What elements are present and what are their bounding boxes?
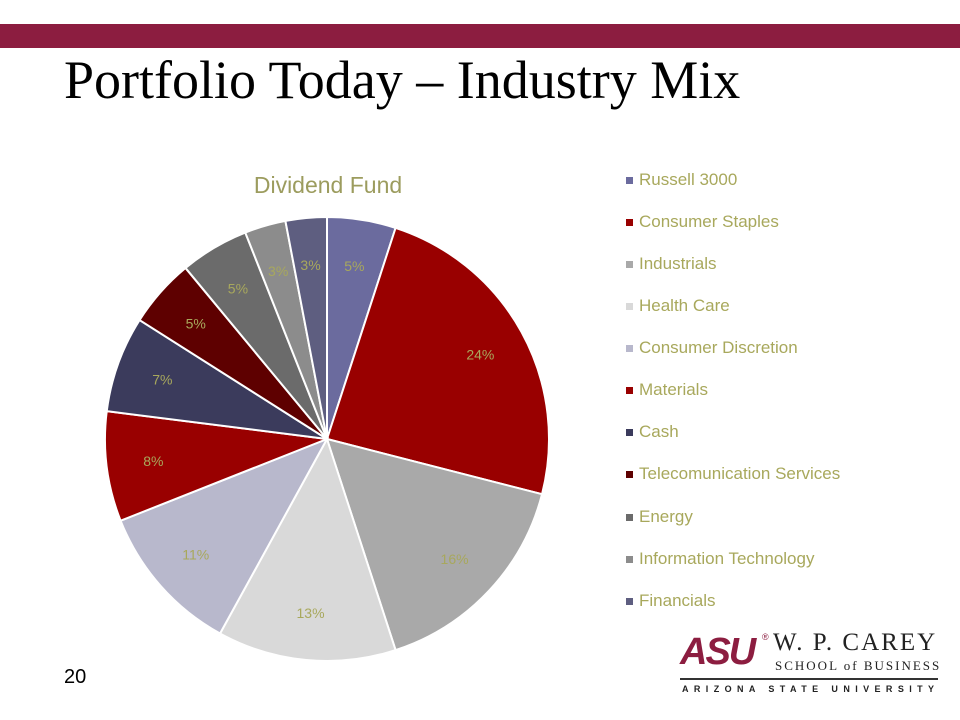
legend-item: Health Care xyxy=(626,295,926,317)
legend-label: Telecomunication Services xyxy=(639,464,841,483)
legend-label: Russell 3000 xyxy=(639,170,738,189)
logo-school-name: W. P. CAREY xyxy=(773,629,938,656)
pie-data-label: 16% xyxy=(441,551,469,567)
page-number: 20 xyxy=(64,666,87,688)
legend-item: Telecomunication Services xyxy=(626,463,926,485)
legend-item: Consumer Staples xyxy=(626,211,926,233)
asu-logo-mark: ASU xyxy=(680,631,756,673)
pie-data-labels: 5% 24% 16% 13% 11% 8% 7% 5% 5% 3% 3% xyxy=(143,257,494,621)
pie-data-label: 5% xyxy=(186,315,206,331)
legend-label: Materials xyxy=(639,380,708,399)
pie-data-label: 3% xyxy=(300,257,320,273)
legend-swatch xyxy=(626,514,633,521)
slide-title: Portfolio Today – Industry Mix xyxy=(64,50,741,110)
pie-slice xyxy=(284,215,328,440)
pie-data-label: 24% xyxy=(466,347,494,363)
chart-title: Dividend Fund xyxy=(253,172,403,198)
legend-label: Consumer Staples xyxy=(639,212,779,231)
legend-swatch xyxy=(626,345,633,352)
legend-item: Information Technology xyxy=(626,548,926,570)
legend-label: Energy xyxy=(639,507,693,526)
pie-slice xyxy=(325,437,544,652)
logo-divider xyxy=(680,678,938,680)
legend-label: Information Technology xyxy=(639,549,815,568)
legend-swatch xyxy=(626,598,633,605)
legend-label: Cash xyxy=(639,422,679,441)
chart-legend: Russell 3000 Consumer Staples Industrials H… xyxy=(626,164,926,616)
legend-item: Cash xyxy=(626,421,926,443)
pie-slice xyxy=(325,226,550,496)
pie-data-label: 13% xyxy=(297,605,325,621)
legend-swatch xyxy=(626,177,633,184)
pie-data-label: 7% xyxy=(152,372,172,388)
legend-swatch xyxy=(626,471,633,478)
legend-swatch xyxy=(626,429,633,436)
pie-slices xyxy=(104,215,550,662)
legend-label: Industrials xyxy=(639,254,717,273)
legend-label: Financials xyxy=(639,591,716,610)
legend-label: Health Care xyxy=(639,296,730,315)
pie-data-label: 3% xyxy=(268,263,288,279)
legend-swatch xyxy=(626,303,633,310)
legend-swatch xyxy=(626,219,633,226)
legend-swatch xyxy=(626,261,633,268)
pie-data-label: 5% xyxy=(344,258,364,274)
pie-data-label: 5% xyxy=(228,280,248,296)
legend-label: Consumer Discretion xyxy=(639,338,798,357)
wp-carey-logo: ASU ® W. P. CAREY SCHOOL of BUSINESS ARI… xyxy=(680,628,940,698)
pie-slice xyxy=(104,410,328,523)
legend-item: Materials xyxy=(626,379,926,401)
legend-item: Industrials xyxy=(626,253,926,275)
pie-data-label: 8% xyxy=(143,453,163,469)
legend-item: Financials xyxy=(626,590,926,612)
pie-slice xyxy=(218,436,397,662)
pie-data-label: 11% xyxy=(182,547,209,563)
legend-swatch xyxy=(626,387,633,394)
pie-slice xyxy=(119,437,330,635)
top-accent-bar xyxy=(0,24,960,48)
legend-item: Energy xyxy=(626,506,926,528)
registered-mark: ® xyxy=(762,632,769,642)
legend-item: Russell 3000 xyxy=(626,169,926,191)
legend-swatch xyxy=(626,556,633,563)
legend-item: Consumer Discretion xyxy=(626,337,926,359)
logo-university: ARIZONA STATE UNIVERSITY xyxy=(682,684,940,694)
logo-school-subtitle: SCHOOL of BUSINESS xyxy=(775,658,942,673)
